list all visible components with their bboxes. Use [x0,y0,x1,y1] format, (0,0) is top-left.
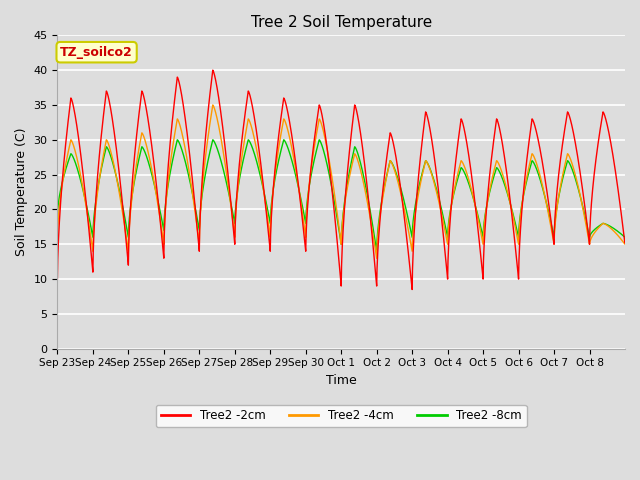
Tree2 -2cm [534,138,542,144]
Tree2 -8cm [373,248,381,254]
Y-axis label: Soil Temperature (C): Soil Temperature (C) [15,128,28,256]
Tree2 -8cm [500,181,508,187]
Line: Tree2 -4cm: Tree2 -4cm [58,105,625,258]
Tree2 -2cm [414,177,422,183]
X-axis label: Time: Time [326,374,356,387]
Tree2 -8cm [414,187,422,193]
Tree2 -4cm [170,138,177,144]
Tree2 -2cm [408,287,416,292]
Tree2 -4cm [373,255,381,261]
Tree2 -4cm [621,241,628,247]
Tree2 -4cm [54,234,61,240]
Tree2 -8cm [534,171,542,177]
Tree2 -2cm [500,154,508,159]
Tree2 -2cm [209,67,216,73]
Tree2 -4cm [500,178,508,183]
Text: TZ_soilco2: TZ_soilco2 [60,46,133,59]
Tree2 -8cm [621,234,628,240]
Tree2 -8cm [54,214,61,219]
Tree2 -2cm [170,106,177,112]
Line: Tree2 -2cm: Tree2 -2cm [58,70,625,289]
Tree2 -8cm [615,229,623,235]
Tree2 -2cm [621,240,628,246]
Tree2 -2cm [615,192,623,198]
Tree2 -4cm [209,102,216,108]
Tree2 -8cm [465,179,472,185]
Tree2 -2cm [465,149,472,155]
Tree2 -8cm [170,153,177,159]
Title: Tree 2 Soil Temperature: Tree 2 Soil Temperature [251,15,432,30]
Tree2 -4cm [465,175,472,180]
Legend: Tree2 -2cm, Tree2 -4cm, Tree2 -8cm: Tree2 -2cm, Tree2 -4cm, Tree2 -8cm [156,405,527,427]
Tree2 -2cm [54,276,61,282]
Tree2 -4cm [534,167,542,173]
Line: Tree2 -8cm: Tree2 -8cm [58,140,625,251]
Tree2 -4cm [615,234,623,240]
Tree2 -4cm [414,192,422,198]
Tree2 -8cm [173,137,181,143]
